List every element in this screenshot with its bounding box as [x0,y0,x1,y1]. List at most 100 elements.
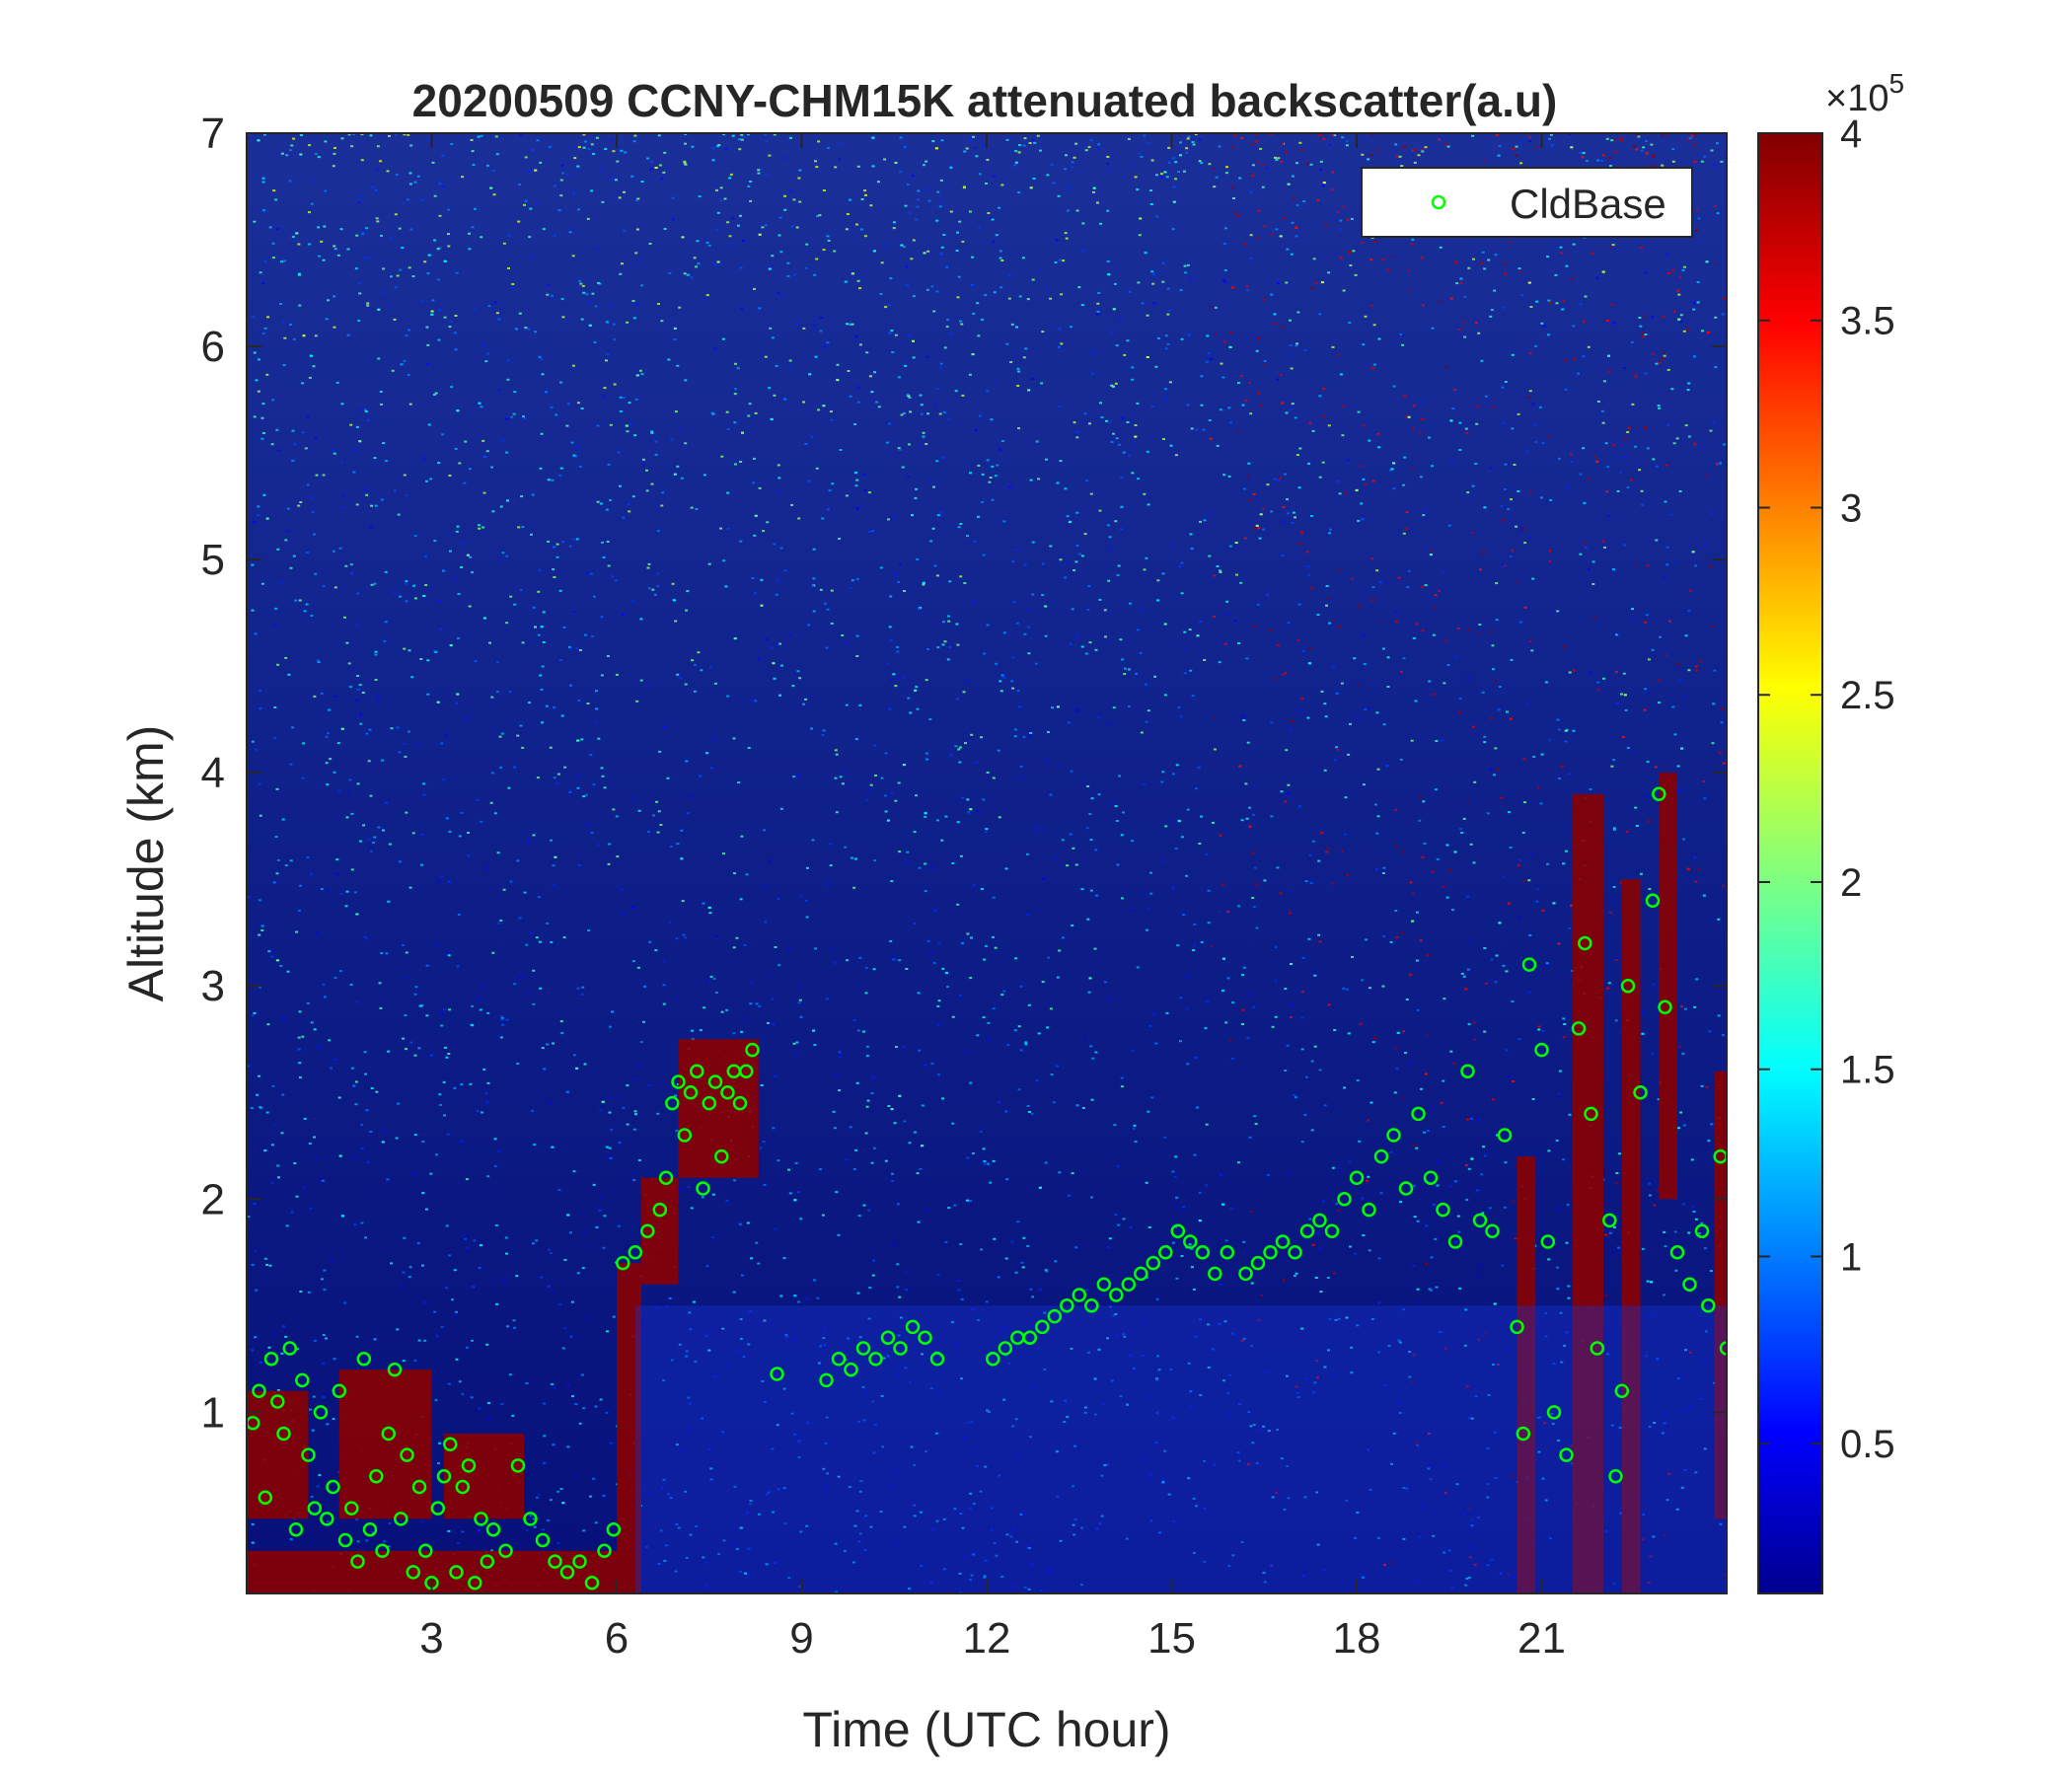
heatmap-pixel [1350,217,1354,220]
heatmap-pixel [376,220,380,223]
heatmap-pixel [446,1133,450,1136]
heatmap-pixel [570,441,574,444]
heatmap-pixel [1218,145,1221,148]
heatmap-pixel [1370,133,1374,136]
heatmap-pixel [403,133,407,136]
heatmap-pixel [860,228,863,231]
heatmap-pixel [1596,401,1600,403]
heatmap-pixel [797,1300,801,1303]
heatmap-pixel [1688,1406,1692,1408]
heatmap-pixel [489,801,493,804]
heatmap-pixel [1612,1583,1616,1586]
heatmap-pixel [553,706,556,709]
heatmap-pixel [1088,813,1092,815]
heatmap-pixel [1716,212,1720,215]
heatmap-pixel [1645,152,1649,155]
heatmap-pixel [1106,209,1110,212]
heatmap-pixel [1645,795,1649,798]
heatmap-pixel [1517,490,1520,492]
heatmap-pixel [1054,1260,1058,1263]
heatmap-pixel [839,449,843,451]
heatmap-pixel [346,333,350,336]
heatmap-pixel [360,1147,364,1149]
heatmap-pixel [1226,910,1230,913]
heatmap-pixel [1007,297,1011,300]
heatmap-pixel [630,906,634,909]
heatmap-pixel [362,824,366,827]
heatmap-pixel [420,1004,424,1007]
heatmap-pixel [563,766,567,769]
heatmap-pixel [1112,706,1116,709]
heatmap-pixel [1522,758,1526,761]
heatmap-pixel [735,936,739,939]
heatmap-pixel [834,749,838,752]
heatmap-pixel [550,1252,554,1254]
heatmap-pixel [305,603,309,606]
heatmap-pixel [1434,594,1438,597]
heatmap-pixel [919,1168,923,1170]
heatmap-pixel [380,498,384,501]
heatmap-pixel [1253,866,1257,869]
heatmap-pixel [1602,154,1606,157]
heatmap-pixel [912,295,916,298]
heatmap-pixel [320,888,324,891]
heatmap-pixel [1252,492,1256,495]
heatmap-pixel [453,1314,457,1317]
heatmap-pixel [569,1231,572,1234]
heatmap-pixel [955,1344,959,1347]
heatmap-pixel [252,316,256,319]
heatmap-pixel [1682,1203,1686,1206]
heatmap-pixel [1155,1378,1159,1381]
heatmap-pixel [1103,609,1107,612]
heatmap-pixel [921,1145,925,1147]
heatmap-pixel [1565,1241,1569,1244]
heatmap-pixel [547,1519,550,1522]
heatmap-pixel [1397,1339,1401,1342]
heatmap-pixel [1113,1124,1117,1127]
heatmap-pixel [1147,503,1150,506]
heatmap-pixel [445,734,449,737]
heatmap-pixel [1075,545,1079,548]
heatmap-pixel [936,514,940,517]
heatmap-pixel [1098,509,1102,512]
heatmap-pixel [1665,654,1667,657]
heatmap-pixel [363,1051,367,1054]
heatmap-pixel [623,229,627,232]
heatmap-pixel [1690,1158,1694,1161]
heatmap-pixel [1157,336,1160,339]
heatmap-pixel [1641,335,1645,338]
heatmap-pixel [1186,808,1190,811]
heatmap-pixel [403,359,407,362]
heatmap-pixel [356,624,360,627]
heatmap-pixel [1136,402,1140,405]
heatmap-pixel [1263,225,1267,228]
heatmap-pixel [371,185,375,188]
heatmap-pixel [1002,520,1006,523]
heatmap-pixel [1238,1403,1241,1406]
heatmap-pixel [344,564,348,567]
heatmap-pixel [831,482,835,485]
heatmap-pixel [356,1540,360,1543]
heatmap-pixel [1641,1032,1645,1035]
heatmap-pixel [1355,488,1359,491]
heatmap-pixel [294,599,298,602]
heatmap-pixel [669,1497,673,1500]
heatmap-pixel [1281,326,1285,329]
heatmap-pixel [649,168,653,171]
heatmap-pixel [1192,1288,1196,1291]
heatmap-pixel [764,133,768,136]
heatmap-pixel [1040,828,1044,831]
heatmap-pixel [896,650,900,653]
heatmap-pixel [394,286,398,289]
heatmap-pixel [609,498,613,501]
heatmap-pixel [913,831,917,834]
heatmap-pixel [1270,510,1274,513]
heatmap-pixel [1562,299,1566,302]
heatmap-pixel [470,1396,474,1399]
heatmap-pixel [640,373,644,376]
heatmap-pixel [1257,209,1261,212]
heatmap-pixel [299,501,303,503]
heatmap-pixel [779,547,783,550]
heatmap-pixel [1014,1271,1018,1274]
heatmap-pixel [406,198,409,201]
